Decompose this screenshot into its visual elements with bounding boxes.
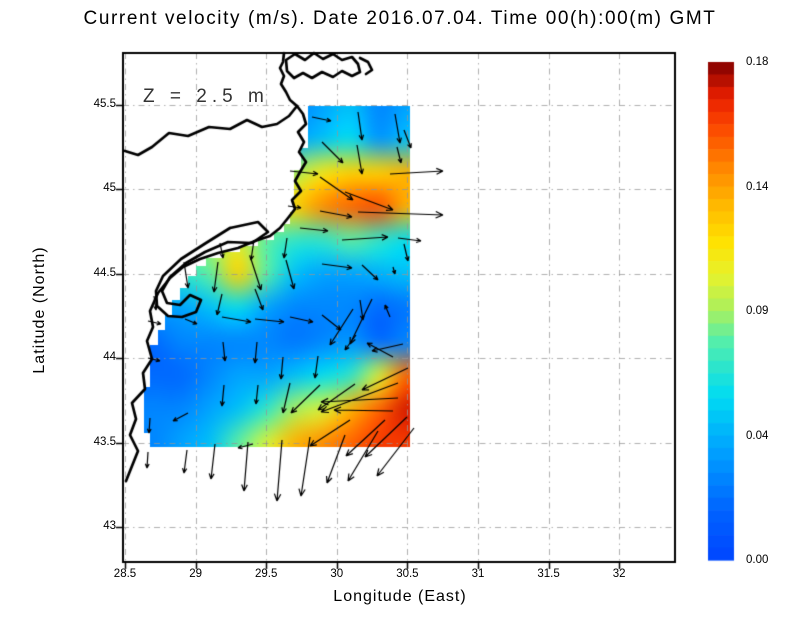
y-axis-title: Latitude (North) (31, 246, 48, 374)
colorbar-tick-label: 0.00 (746, 554, 769, 566)
colorbar-tick-label: 0.18 (746, 56, 769, 68)
x-tick-label: 29 (189, 568, 202, 580)
x-tick-label: 30 (330, 568, 344, 580)
x-tick-label: 31 (471, 568, 485, 580)
x-tick-label: 29.5 (254, 568, 278, 580)
x-tick-label: 31.5 (537, 568, 560, 580)
x-tick-label: 30.5 (396, 568, 419, 580)
x-tick-label: 32 (612, 568, 626, 580)
y-tick-label: 43 (103, 520, 116, 532)
x-tick-label: 28.5 (113, 568, 137, 580)
depth-annotation: Z = 2.5 m (143, 86, 269, 107)
y-tick-label: 45.5 (93, 98, 116, 110)
x-axis-title: Longitude (East) (333, 588, 467, 605)
colorbar-tick-label: 0.14 (746, 180, 769, 193)
y-tick-label: 43.5 (93, 435, 116, 448)
y-tick-label: 44.5 (93, 266, 116, 279)
colorbar-tick-label: 0.04 (746, 429, 769, 442)
y-tick-label: 44 (103, 351, 116, 364)
colorbar-tick-label: 0.09 (746, 305, 769, 317)
chart-title: Current velocity (m/s). Date 2016.07.04.… (83, 8, 717, 29)
y-tick-label: 45 (103, 182, 116, 195)
